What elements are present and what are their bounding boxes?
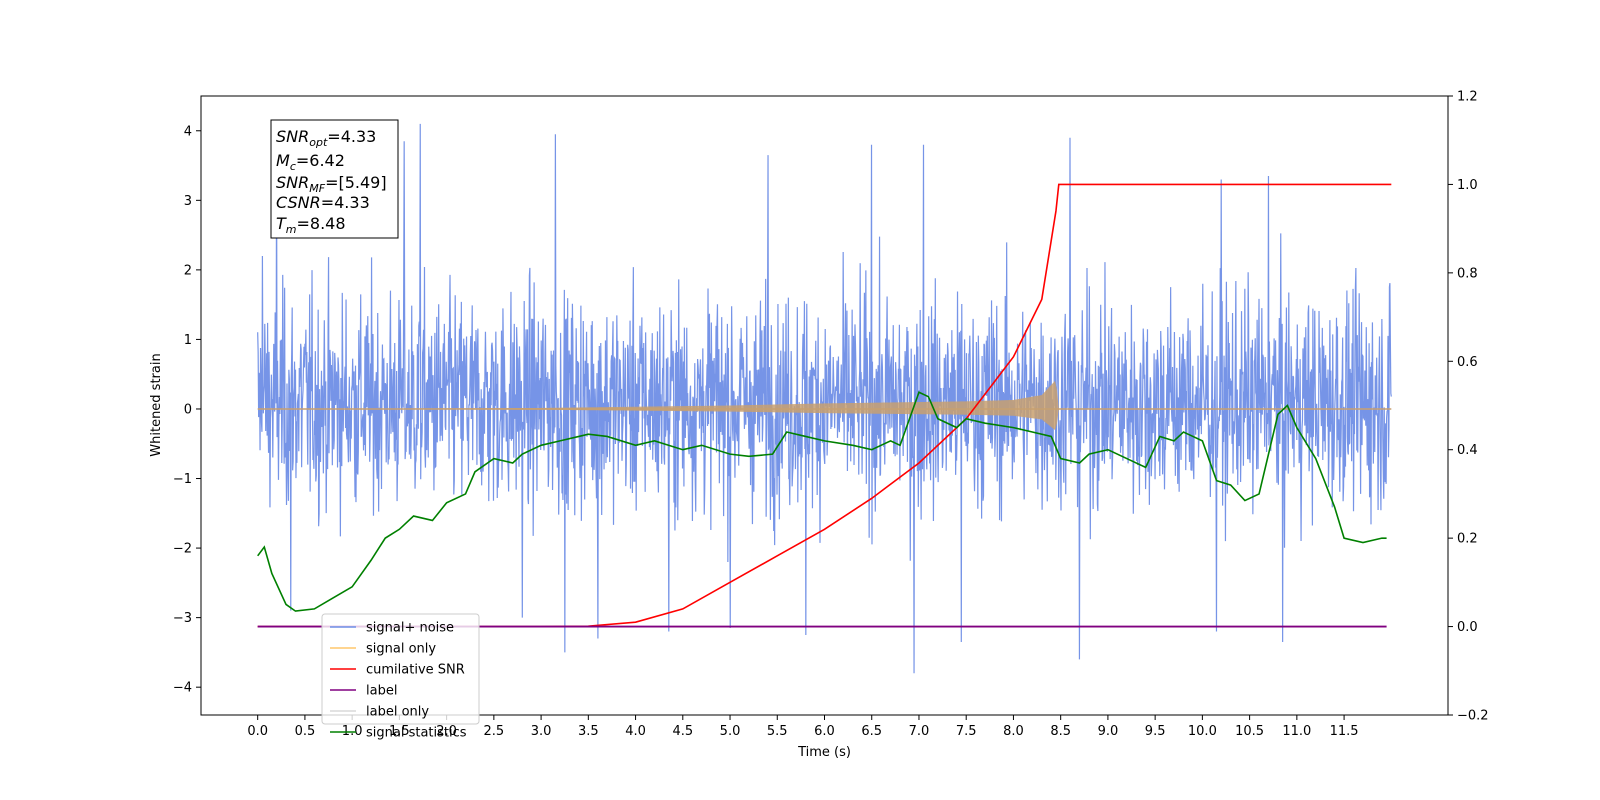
- x-tick-label: 9.0: [1098, 724, 1119, 739]
- y-right-tick-label: 0.6: [1457, 355, 1478, 370]
- y-left-tick-label: −4: [173, 681, 192, 696]
- y-left-tick-label: 4: [184, 124, 192, 139]
- legend-entry: signal only: [330, 642, 436, 657]
- y-right-tick-label: 1.2: [1457, 90, 1478, 105]
- x-tick-label: 0.0: [247, 724, 268, 739]
- x-tick-label: 4.0: [625, 724, 646, 739]
- legend-entry: signal statistics: [330, 726, 467, 741]
- x-tick-label: 4.5: [672, 724, 693, 739]
- x-tick-label: 7.5: [956, 724, 977, 739]
- series-signal-only-envelope: [257, 380, 1059, 431]
- x-tick-label: 0.5: [295, 724, 316, 739]
- y-axis-label: Whitened strain: [149, 353, 164, 456]
- legend-entry: cumilative SNR: [330, 663, 465, 678]
- series-signal-statistics: [257, 391, 1387, 612]
- x-tick-label: 8.5: [1050, 724, 1071, 739]
- annotation-line-snr-mf: SNRMF=[5.49]: [276, 173, 387, 195]
- y-right-tick-label: 0.8: [1457, 266, 1478, 281]
- x-tick-label: 11.5: [1330, 724, 1359, 739]
- x-tick-label: 3.0: [531, 724, 552, 739]
- series-signal-noise: [257, 123, 1392, 674]
- annotation-line-tm: Tm=8.48: [276, 214, 346, 236]
- y-left-tick-label: 2: [184, 263, 192, 278]
- legend-label: signal only: [366, 642, 436, 657]
- y-right-tick-label: 0.0: [1457, 620, 1478, 635]
- x-axis-label: Time (s): [797, 745, 851, 760]
- y-right-tick-label: −0.2: [1457, 709, 1489, 724]
- ticks-layer: 0.0 0.5 1.0 1.5 2.0 2.5 3.0 3.5 4.0 4.5 5.0 5.5 6.0 6…: [173, 90, 1489, 740]
- annotation-line-mc: Mc=6.42: [276, 151, 345, 173]
- legend-entry: signal+ noise: [330, 621, 454, 636]
- legend-label: signal+ noise: [366, 621, 454, 636]
- x-tick-label: 2.0: [436, 724, 457, 739]
- legend-entry: label only: [330, 705, 429, 720]
- legend-frame: [321, 613, 480, 725]
- x-tick-label: 6.5: [861, 724, 882, 739]
- legend-label: cumilative SNR: [366, 663, 465, 678]
- annotation-box: SNRopt=4.33 Mc=6.42 SNRMF=[5.49] CSNR=4.…: [270, 119, 399, 239]
- x-tick-label: 6.0: [814, 724, 835, 739]
- x-tick-label: 3.5: [578, 724, 599, 739]
- x-tick-label: 10.0: [1188, 724, 1217, 739]
- x-tick-label: 5.0: [720, 724, 741, 739]
- annotation-frame: [270, 119, 399, 239]
- y-left-tick-label: −3: [173, 611, 192, 626]
- y-right-tick-label: 0.2: [1457, 532, 1478, 547]
- x-tick-label: 10.5: [1235, 724, 1264, 739]
- y-left-tick-label: −2: [173, 542, 192, 557]
- y-right-tick-label: 0.4: [1457, 443, 1478, 458]
- x-tick-label: 5.5: [767, 724, 788, 739]
- legend-label: label: [366, 684, 397, 699]
- legend: signal+ noise signal only cumilative SNR la…: [321, 613, 480, 741]
- x-tick-label: 9.5: [1145, 724, 1166, 739]
- y-left-tick-label: 3: [184, 194, 192, 209]
- x-tick-label: 2.5: [484, 724, 505, 739]
- annotation-line-csnr: CSNR=4.33: [276, 193, 370, 212]
- series-cumulative-snr: [257, 183, 1392, 628]
- x-tick-label: 1.5: [389, 724, 410, 739]
- y-left-tick-label: 0: [184, 402, 192, 417]
- x-tick-label: 7.0: [909, 724, 930, 739]
- legend-label: signal statistics: [366, 726, 467, 741]
- y-left-tick-label: 1: [184, 333, 192, 348]
- y-left-tick-label: −1: [173, 472, 192, 487]
- x-tick-label: 8.0: [1003, 724, 1024, 739]
- y-right-tick-label: 1.0: [1457, 178, 1478, 193]
- legend-label: label only: [366, 705, 429, 720]
- annotation-line-snr-opt: SNRopt=4.33: [276, 127, 376, 149]
- legend-entry: label: [330, 684, 397, 699]
- x-tick-label: 11.0: [1282, 724, 1311, 739]
